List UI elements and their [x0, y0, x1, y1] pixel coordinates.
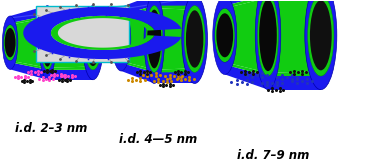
Polygon shape — [23, 7, 181, 59]
Ellipse shape — [216, 13, 233, 57]
Polygon shape — [51, 16, 154, 50]
Polygon shape — [47, 6, 93, 15]
Polygon shape — [121, 8, 154, 70]
Ellipse shape — [146, 6, 163, 72]
Polygon shape — [121, 6, 154, 17]
Ellipse shape — [112, 7, 131, 71]
Ellipse shape — [115, 21, 128, 57]
Ellipse shape — [3, 25, 17, 61]
Polygon shape — [154, 8, 195, 70]
Polygon shape — [10, 6, 47, 23]
Ellipse shape — [308, 0, 334, 76]
Polygon shape — [10, 18, 47, 68]
Polygon shape — [10, 61, 47, 70]
Polygon shape — [225, 0, 268, 73]
Polygon shape — [121, 63, 154, 83]
Polygon shape — [121, 61, 154, 72]
Ellipse shape — [84, 15, 101, 70]
Polygon shape — [268, 76, 321, 90]
Polygon shape — [268, 71, 321, 76]
Polygon shape — [154, 72, 195, 83]
Polygon shape — [47, 18, 93, 68]
Ellipse shape — [39, 6, 56, 80]
Polygon shape — [268, 0, 321, 73]
Text: i.d. 4—5 nm: i.d. 4—5 nm — [119, 133, 197, 146]
Ellipse shape — [213, 0, 237, 74]
Ellipse shape — [41, 15, 54, 70]
Ellipse shape — [182, 0, 208, 83]
Ellipse shape — [305, 0, 337, 90]
Polygon shape — [121, 0, 154, 15]
Polygon shape — [225, 65, 268, 90]
Text: i.d. 2–3 nm: i.d. 2–3 nm — [15, 122, 88, 135]
Polygon shape — [47, 67, 93, 70]
FancyBboxPatch shape — [36, 6, 129, 62]
Polygon shape — [225, 62, 268, 76]
Polygon shape — [47, 15, 93, 19]
Ellipse shape — [310, 0, 332, 70]
Polygon shape — [154, 0, 195, 6]
Polygon shape — [10, 62, 47, 80]
Polygon shape — [154, 68, 195, 72]
Ellipse shape — [83, 6, 103, 80]
Ellipse shape — [186, 10, 203, 68]
Ellipse shape — [184, 6, 205, 72]
Polygon shape — [225, 0, 268, 8]
Ellipse shape — [255, 0, 281, 90]
Ellipse shape — [86, 19, 100, 66]
Ellipse shape — [5, 28, 15, 57]
Ellipse shape — [257, 0, 279, 76]
Ellipse shape — [259, 0, 277, 71]
Ellipse shape — [144, 0, 164, 83]
Polygon shape — [47, 70, 93, 80]
Text: i.d. 7–9 nm: i.d. 7–9 nm — [237, 149, 309, 162]
Polygon shape — [225, 0, 268, 6]
Polygon shape — [10, 15, 47, 25]
Ellipse shape — [113, 17, 129, 61]
Ellipse shape — [215, 8, 235, 62]
Ellipse shape — [147, 10, 161, 68]
Ellipse shape — [42, 19, 53, 67]
Ellipse shape — [2, 16, 18, 69]
Polygon shape — [154, 6, 195, 10]
